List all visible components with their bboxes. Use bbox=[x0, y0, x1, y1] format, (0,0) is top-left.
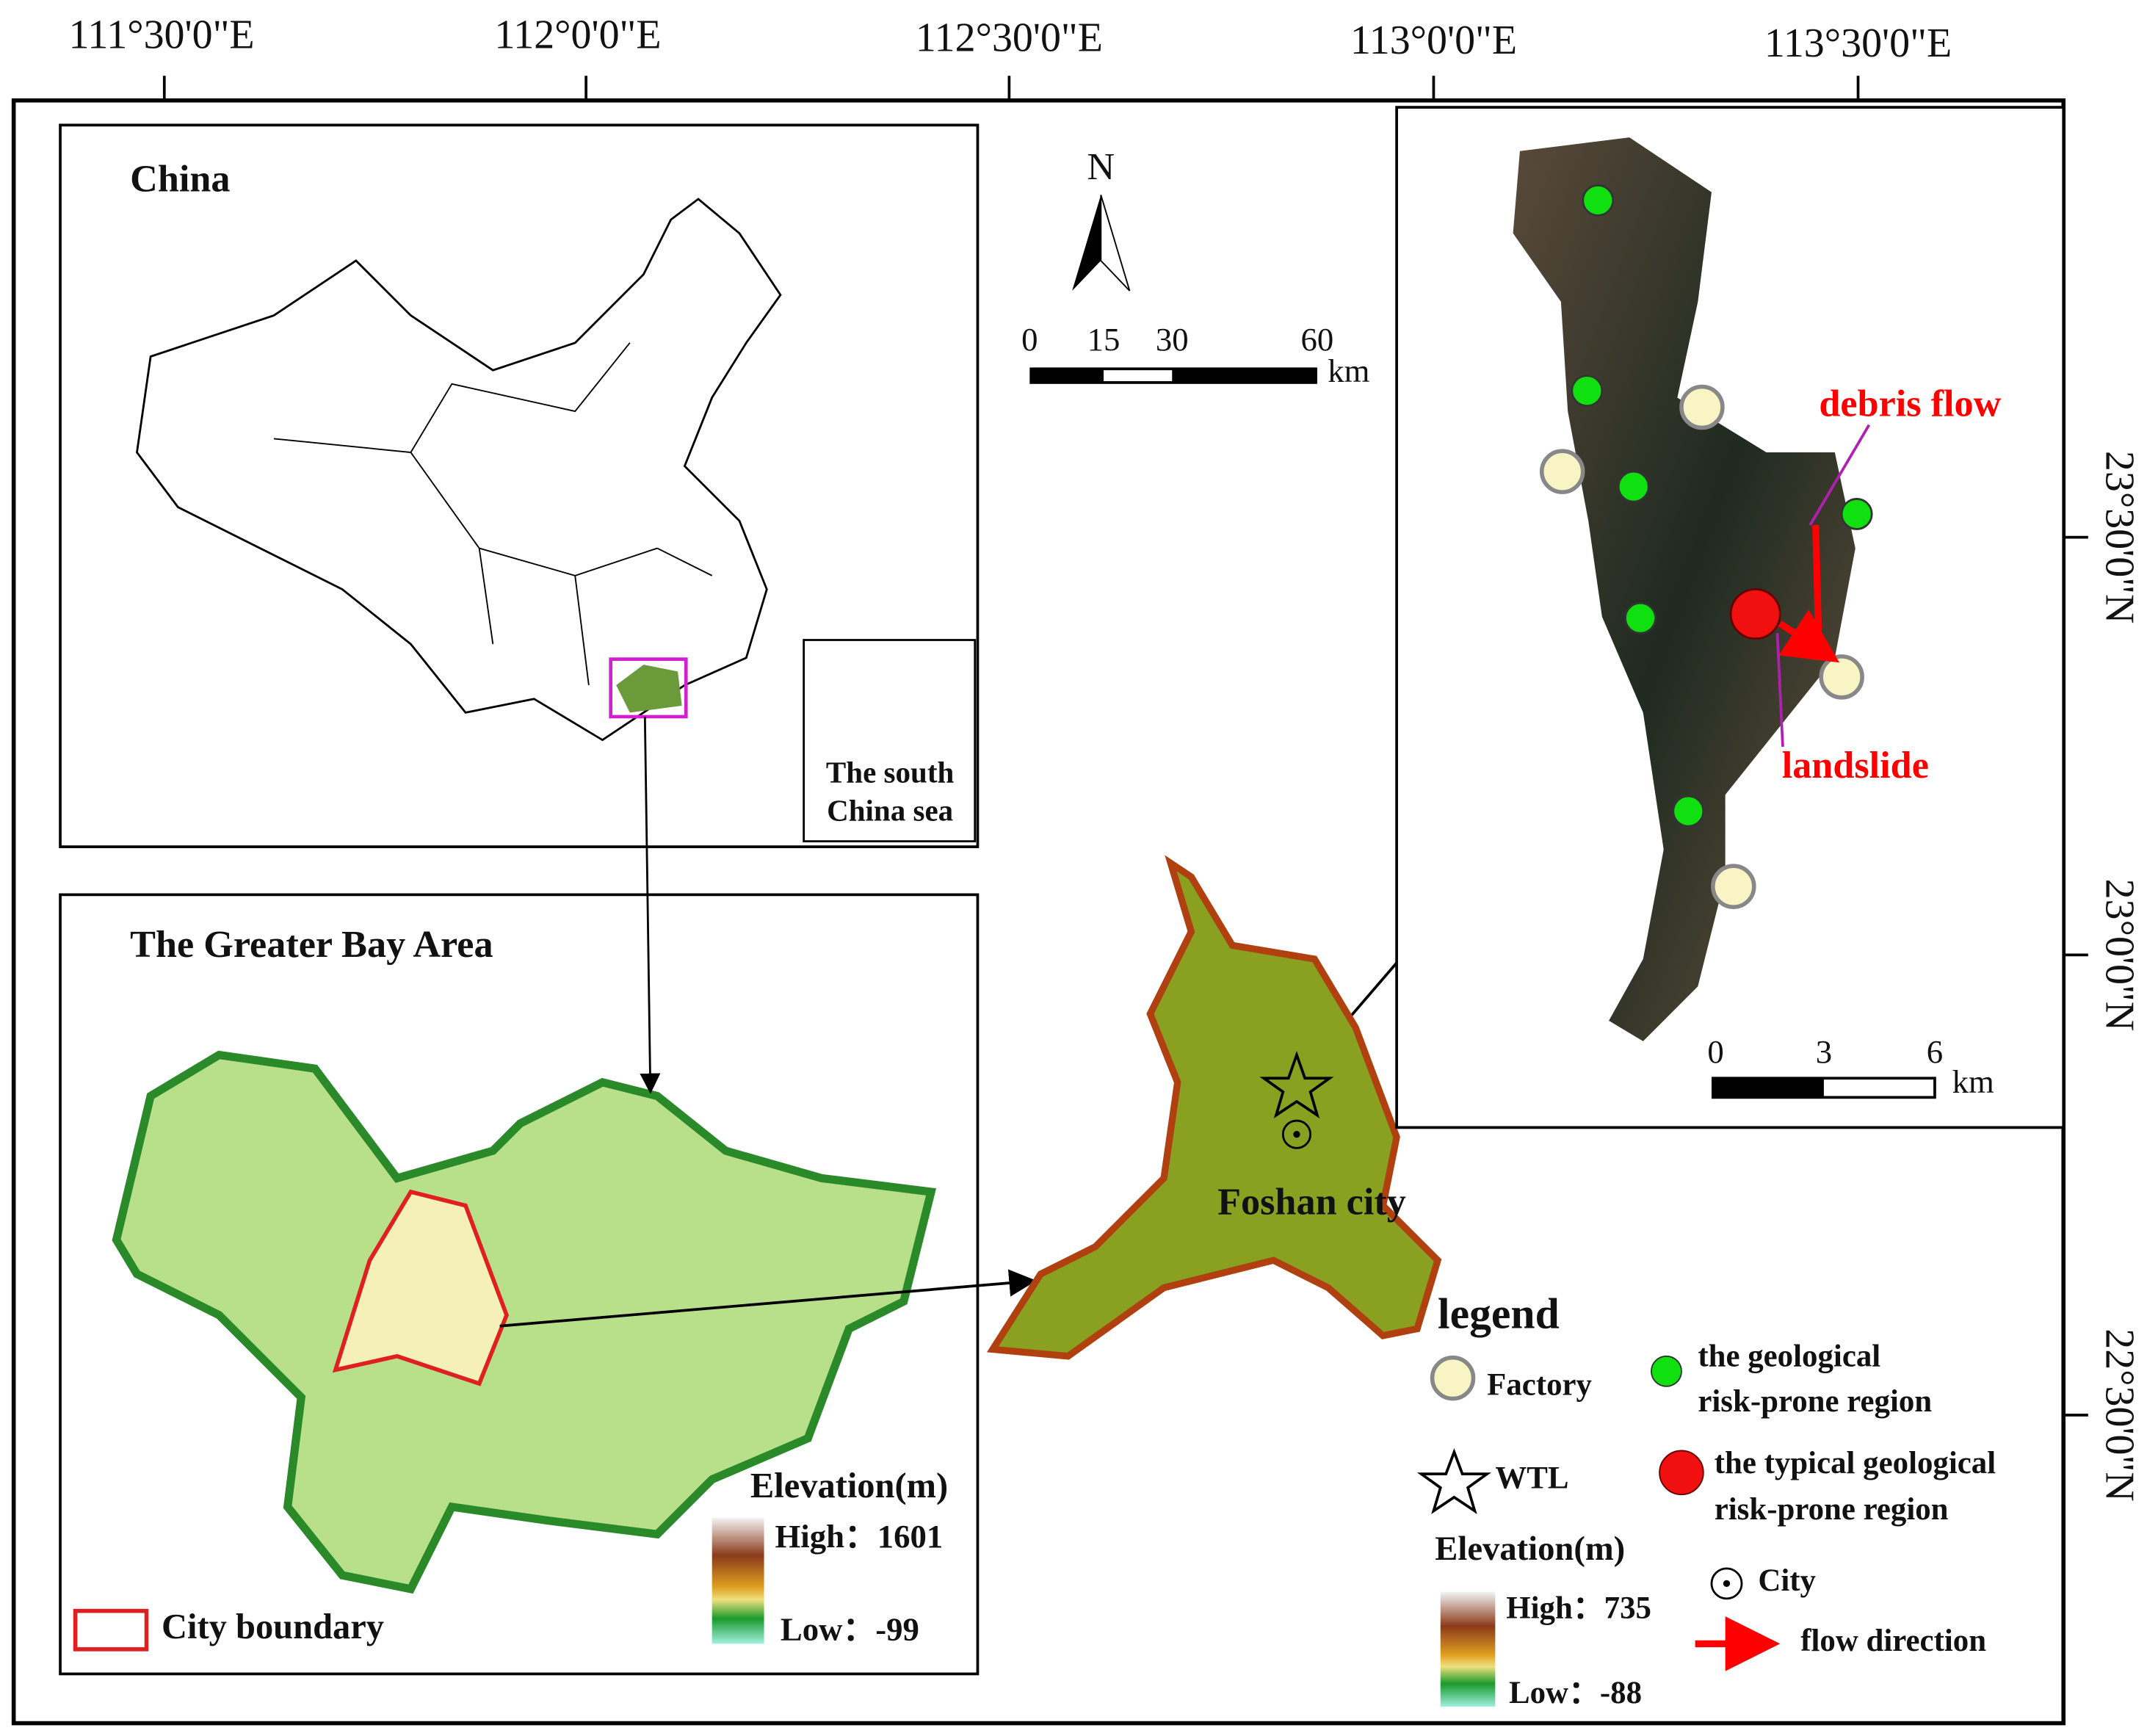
foshan-elevation bbox=[986, 855, 1442, 1360]
landslide-label: landslide bbox=[1782, 744, 1929, 786]
top-ticks bbox=[162, 76, 2088, 1417]
highlight-box bbox=[609, 657, 688, 719]
lat-label: 22°30'0"N bbox=[2096, 1328, 2142, 1502]
lon-label: 112°30'0"E bbox=[916, 15, 1103, 60]
gba-mini bbox=[616, 665, 682, 713]
sea-label: The south bbox=[826, 756, 955, 789]
elevation-low: Low：-99 bbox=[781, 1611, 919, 1648]
legend-label: City boundary bbox=[162, 1607, 384, 1646]
city-symbol bbox=[1293, 1131, 1300, 1138]
legend-label: the geological bbox=[1698, 1339, 1880, 1373]
legend-label: the typical geological bbox=[1715, 1446, 1996, 1480]
risk-points bbox=[1571, 184, 1873, 828]
foshan-label: Foshan city bbox=[1217, 1181, 1406, 1223]
detail-scale-bar bbox=[1711, 1077, 1936, 1099]
elevation-low: Low：-88 bbox=[1509, 1676, 1642, 1710]
debris-label: debris flow bbox=[1819, 382, 2001, 424]
lat-label: 23°30'0"N bbox=[2096, 451, 2142, 624]
elevation-title: Elevation(m) bbox=[1435, 1530, 1625, 1568]
legend-typical bbox=[1659, 1450, 1704, 1496]
legend-factory bbox=[1430, 1355, 1476, 1401]
leader-line bbox=[1809, 424, 1871, 526]
legend-label: risk-prone region bbox=[1698, 1384, 1932, 1419]
city-boundary bbox=[332, 1189, 509, 1386]
north-arrow bbox=[1072, 195, 1101, 291]
legend-city bbox=[1710, 1567, 1743, 1600]
scale-unit: km bbox=[1328, 352, 1369, 389]
elevation-ramp bbox=[1440, 1591, 1496, 1707]
connector bbox=[499, 1269, 1037, 1328]
legend-label: risk-prone region bbox=[1715, 1492, 1949, 1527]
legend-label: City bbox=[1758, 1563, 1816, 1598]
lon-label: 112°0'0"E bbox=[494, 12, 661, 58]
lon-label: 113°30'0"E bbox=[1764, 21, 1952, 66]
scale-label: 15 bbox=[1087, 321, 1120, 358]
wtl-star bbox=[1259, 1050, 1334, 1118]
inset-title: China bbox=[130, 158, 230, 200]
connector bbox=[640, 716, 661, 1094]
scale-label: 60 bbox=[1301, 321, 1334, 358]
legend-wtl bbox=[1416, 1448, 1491, 1514]
gba-elevation bbox=[112, 1050, 937, 1594]
lon-label: 113°0'0"E bbox=[1350, 18, 1517, 63]
legend-label: WTL bbox=[1495, 1461, 1568, 1495]
north-label: N bbox=[1087, 145, 1115, 188]
lat-label: 23°0'0"N bbox=[2096, 879, 2142, 1032]
legend-label: Factory bbox=[1487, 1368, 1592, 1403]
lon-label: 111°30'0"E bbox=[68, 12, 254, 58]
legend-risk bbox=[1651, 1355, 1682, 1387]
sea-label: China sea bbox=[827, 794, 953, 828]
province-lines bbox=[273, 342, 713, 686]
scale-label: 6 bbox=[1927, 1033, 1943, 1070]
typical-point bbox=[1729, 588, 1781, 640]
south-sea-inset bbox=[803, 639, 977, 843]
satellite-image bbox=[1513, 137, 1855, 1041]
legend-title: legend bbox=[1438, 1289, 1560, 1337]
scale-label: 0 bbox=[1021, 321, 1038, 358]
flow-arrow bbox=[1778, 610, 1840, 663]
leader-line bbox=[1775, 633, 1784, 748]
elevation-title: Elevation(m) bbox=[750, 1466, 948, 1505]
elevation-high: High：1601 bbox=[775, 1518, 943, 1555]
legend-label: flow direction bbox=[1800, 1624, 1986, 1658]
elevation-ramp bbox=[712, 1517, 764, 1644]
scale-label: 30 bbox=[1156, 321, 1189, 358]
north-arrow bbox=[1100, 195, 1131, 292]
elevation-high: High：735 bbox=[1506, 1591, 1651, 1625]
legend-city bbox=[1723, 1580, 1731, 1588]
scale-label: 0 bbox=[1707, 1033, 1723, 1070]
city-symbol bbox=[1281, 1119, 1312, 1149]
china-outline bbox=[136, 198, 782, 742]
scale-bar bbox=[1029, 367, 1317, 384]
city-boundary-swatch bbox=[73, 1608, 149, 1652]
scale-label: 3 bbox=[1816, 1033, 1832, 1070]
factory-points bbox=[1539, 384, 1864, 909]
flow-arrow bbox=[1812, 524, 1822, 631]
scale-unit: km bbox=[1952, 1063, 1994, 1100]
inset-title: The Greater Bay Area bbox=[130, 923, 493, 966]
